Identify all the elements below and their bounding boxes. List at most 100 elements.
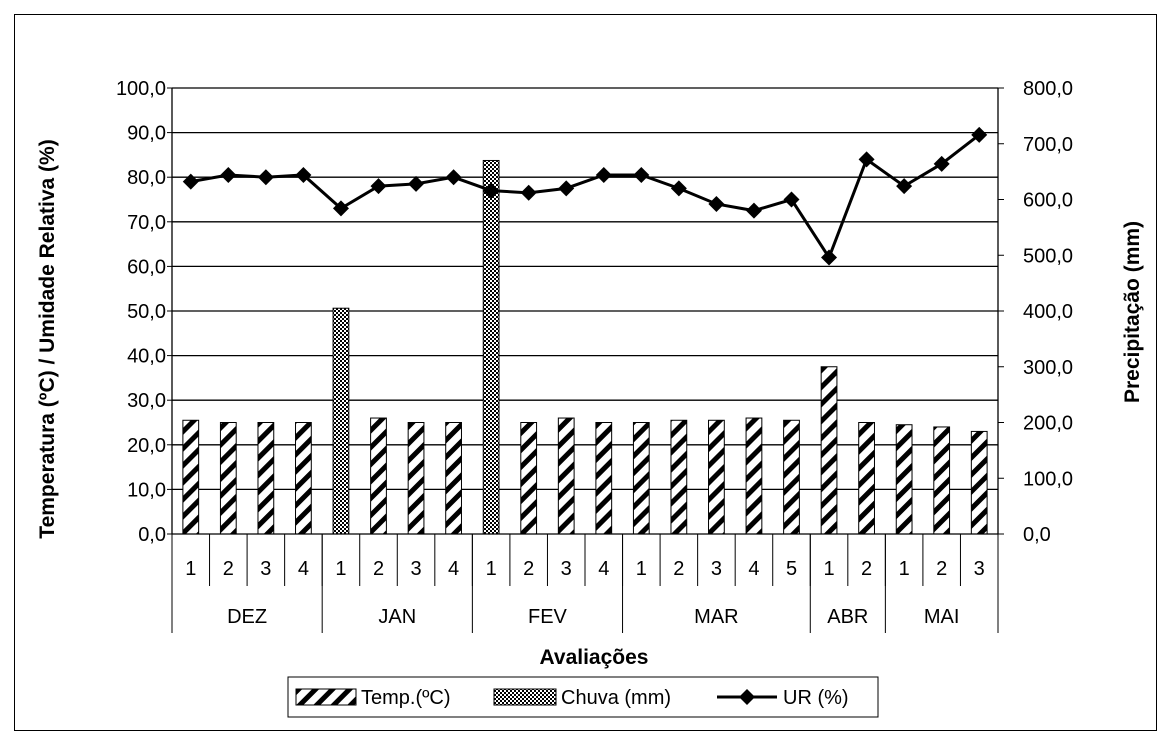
category-month-label: FEV bbox=[528, 606, 568, 628]
legend-swatch-temp bbox=[295, 688, 357, 706]
ur-point bbox=[821, 249, 838, 266]
ur-point bbox=[558, 180, 575, 197]
temp-bar bbox=[595, 422, 613, 535]
y-right-tick-label: 300,0 bbox=[1023, 357, 1073, 379]
y-right-tick-label: 500,0 bbox=[1023, 245, 1073, 267]
ur-line-path bbox=[190, 133, 981, 261]
legend-label-ur: UR (%) bbox=[783, 687, 849, 709]
category-month-label: MAI bbox=[924, 606, 960, 628]
temp-bar bbox=[557, 417, 575, 535]
category-eval-label: 2 bbox=[673, 558, 684, 580]
ur-point bbox=[182, 173, 199, 190]
category-month-label: MAR bbox=[694, 606, 738, 628]
temp-bar bbox=[295, 422, 312, 535]
ur-point bbox=[745, 202, 762, 219]
ur-point bbox=[708, 195, 725, 212]
temp-bar bbox=[219, 422, 237, 535]
legend-label-temp: Temp.(ºC) bbox=[361, 687, 451, 709]
y-left-tick-label: 80,0 bbox=[127, 167, 166, 189]
y-left-tick-label: 90,0 bbox=[127, 123, 166, 145]
category-eval-label: 2 bbox=[936, 558, 947, 580]
category-eval-label: 3 bbox=[711, 558, 722, 580]
category-eval-label: 2 bbox=[861, 558, 872, 580]
ur-point bbox=[370, 178, 387, 195]
y-left-tick-label: 100,0 bbox=[116, 78, 166, 100]
y-right-tick-label: 200,0 bbox=[1023, 413, 1073, 435]
category-eval-label: 1 bbox=[185, 558, 196, 580]
temp-bar bbox=[820, 366, 838, 535]
temp-bar bbox=[520, 422, 538, 535]
ur-point bbox=[483, 182, 500, 199]
legend-swatch-ur-marker bbox=[739, 689, 755, 705]
temp-bar bbox=[970, 430, 988, 535]
ur-point bbox=[520, 184, 537, 201]
y-left-tick-label: 20,0 bbox=[127, 435, 166, 457]
ur-point bbox=[933, 155, 950, 172]
chart-frame bbox=[14, 14, 1157, 731]
temp-bar bbox=[407, 422, 425, 535]
ur-point bbox=[896, 178, 913, 195]
category-axis: 1 2 3 4 1 2 3 4 1 2 3 4 1 2 3 4 5 1 2 1 2 3 DEZ JAN FEV MAR ABR MAI bbox=[171, 534, 999, 633]
category-eval-label: 4 bbox=[748, 558, 759, 580]
category-eval-label: 3 bbox=[410, 558, 421, 580]
ur-point bbox=[408, 175, 425, 192]
ur-line bbox=[182, 126, 988, 266]
category-eval-label: 1 bbox=[335, 558, 346, 580]
ur-point bbox=[633, 166, 650, 183]
ur-point bbox=[295, 166, 312, 183]
temp-bar bbox=[783, 419, 800, 535]
ur-point bbox=[220, 166, 237, 183]
ur-point bbox=[858, 151, 875, 168]
category-eval-label: 1 bbox=[486, 558, 497, 580]
y-left-tick-label: 50,0 bbox=[127, 301, 166, 323]
category-eval-label: 4 bbox=[598, 558, 609, 580]
y-right-tick-label: 400,0 bbox=[1023, 301, 1073, 323]
temp-bar bbox=[445, 422, 462, 535]
y-axis-right-title: Precipitação (mm) bbox=[1121, 221, 1144, 403]
ur-point bbox=[257, 169, 274, 186]
ur-point bbox=[595, 166, 612, 183]
category-month-label: DEZ bbox=[227, 606, 267, 628]
legend-swatch-rain bbox=[493, 688, 557, 706]
ur-point bbox=[670, 180, 687, 197]
y-right-tick-label: 0,0 bbox=[1023, 524, 1051, 546]
category-eval-label: 1 bbox=[899, 558, 910, 580]
temp-bar bbox=[182, 419, 200, 535]
bars bbox=[182, 159, 988, 535]
y-right-tick-label: 800,0 bbox=[1023, 78, 1073, 100]
legend-label-rain: Chuva (mm) bbox=[561, 687, 671, 709]
category-month-label: JAN bbox=[378, 606, 416, 628]
category-eval-label: 3 bbox=[561, 558, 572, 580]
temp-bar bbox=[933, 426, 951, 535]
temp-bar bbox=[632, 422, 650, 535]
category-eval-label: 1 bbox=[823, 558, 834, 580]
tick-labels: 0,0 10,0 20,0 30,0 40,0 50,0 60,0 70,0 80,0 90,0 1… bbox=[116, 78, 1073, 546]
category-eval-label: 2 bbox=[523, 558, 534, 580]
legend: Temp.(ºC) Chuva (mm) UR (%) bbox=[287, 676, 879, 718]
rain-bar bbox=[482, 159, 500, 535]
temp-bar bbox=[257, 422, 275, 535]
category-eval-label: 2 bbox=[223, 558, 234, 580]
y-axis-left-title: Temperatura (ºC) / Umidade Relativa (%) bbox=[36, 139, 59, 538]
legend-box bbox=[287, 676, 879, 718]
category-eval-label: 5 bbox=[786, 558, 797, 580]
ur-point bbox=[971, 126, 988, 143]
temp-bar bbox=[745, 417, 763, 535]
y-left-tick-label: 0,0 bbox=[138, 524, 166, 546]
ur-point bbox=[332, 200, 349, 217]
y-left-tick-label: 30,0 bbox=[127, 390, 166, 412]
ur-point bbox=[783, 191, 800, 208]
y-right-tick-label: 700,0 bbox=[1023, 134, 1073, 156]
y-left-tick-label: 40,0 bbox=[127, 346, 166, 368]
temp-bar bbox=[708, 419, 725, 535]
category-eval-label: 3 bbox=[974, 558, 985, 580]
temp-bar bbox=[370, 417, 387, 535]
y-right-tick-label: 600,0 bbox=[1023, 190, 1073, 212]
category-eval-label: 2 bbox=[373, 558, 384, 580]
y-left-tick-label: 10,0 bbox=[127, 479, 166, 501]
temp-bar bbox=[895, 424, 913, 535]
temp-bar bbox=[670, 419, 688, 535]
temp-bar bbox=[858, 422, 875, 535]
category-eval-label: 4 bbox=[298, 558, 309, 580]
